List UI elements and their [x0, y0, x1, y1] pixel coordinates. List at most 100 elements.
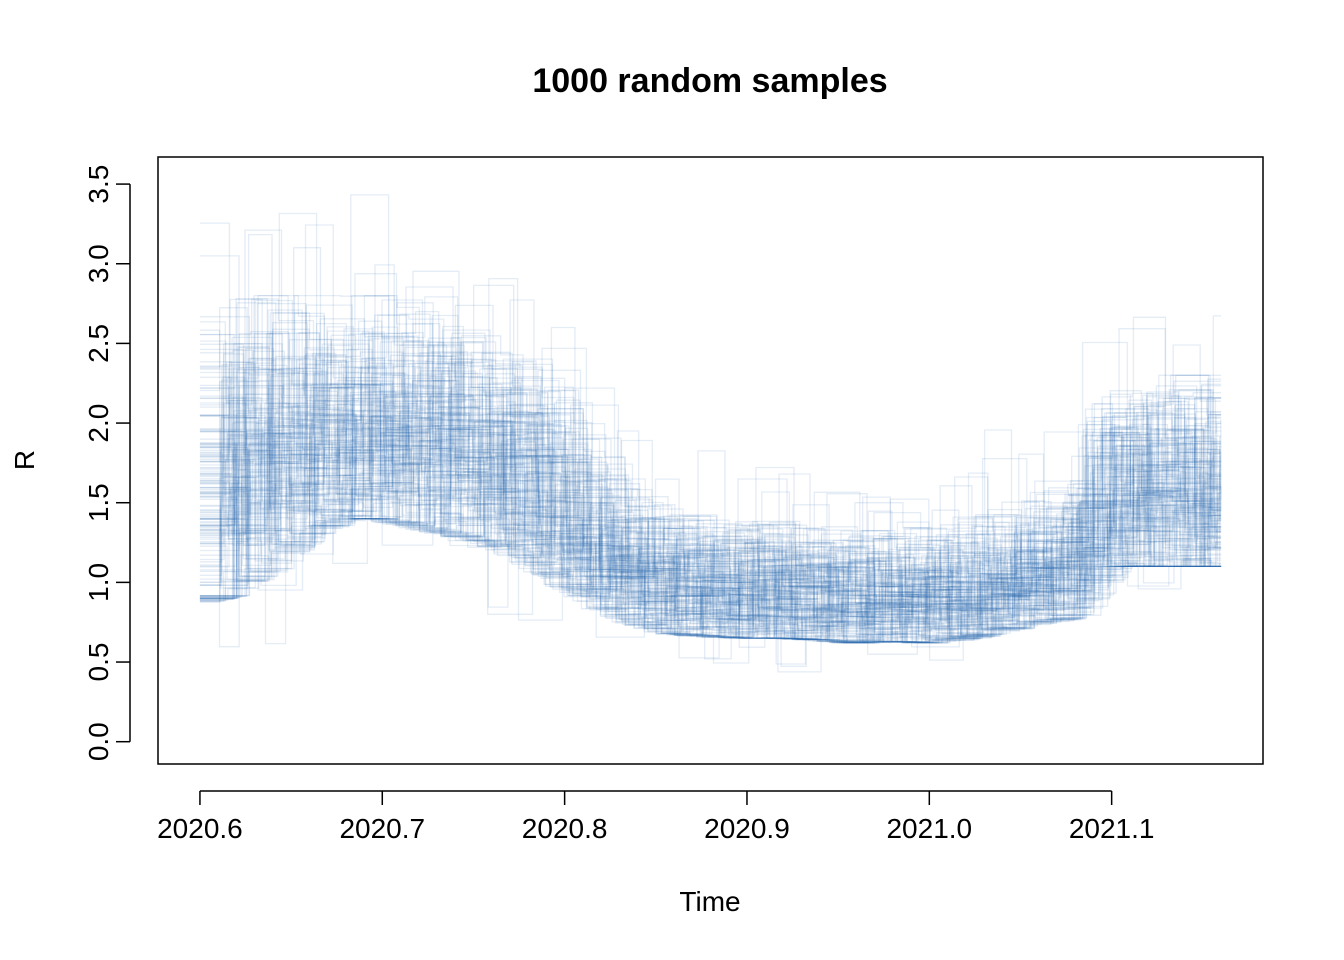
sample-line: [199, 344, 1222, 628]
sample-line: [199, 322, 1222, 613]
sample-line: [199, 390, 1222, 643]
sample-line: [199, 449, 1222, 644]
sample-line: [199, 428, 1222, 611]
sample-line: [199, 294, 1222, 606]
sample-line: [199, 338, 1222, 636]
sample-line: [199, 347, 1222, 643]
sample-line: [199, 304, 1222, 589]
sample-line: [199, 451, 1222, 660]
sample-line: [199, 427, 1222, 648]
y-tick-label: 3.5: [83, 165, 114, 204]
sample-line: [199, 343, 1222, 629]
sample-line: [199, 357, 1222, 635]
sample-line: [199, 339, 1222, 638]
sample-line: [199, 322, 1222, 616]
y-axis-label: R: [9, 450, 40, 470]
sample-line: [199, 413, 1222, 643]
sample-line: [199, 432, 1222, 643]
sample-line: [199, 422, 1222, 643]
sample-line: [199, 350, 1222, 621]
sample-line: [199, 328, 1222, 621]
sample-line: [199, 309, 1222, 608]
sample-line: [199, 395, 1222, 643]
sample-line: [199, 399, 1222, 639]
sample-line: [199, 222, 1222, 644]
sample-line: [199, 294, 1222, 667]
sample-line: [199, 312, 1222, 606]
y-tick-label: 0.0: [83, 722, 114, 761]
sample-line: [199, 393, 1222, 643]
sample-line: [199, 298, 1222, 596]
sample-line: [199, 367, 1222, 617]
sample-line: [199, 329, 1222, 592]
sample-line: [199, 383, 1222, 634]
sample-line: [199, 332, 1222, 625]
sample-line: [199, 314, 1222, 640]
sample-line: [199, 299, 1222, 603]
sample-line: [199, 373, 1222, 641]
sample-line: [199, 314, 1222, 617]
sample-line: [199, 393, 1222, 644]
sample-line: [199, 411, 1222, 641]
sample-line: [199, 460, 1222, 644]
sample-line: [199, 433, 1222, 643]
sample-line: [199, 277, 1222, 644]
y-tick-label: 1.0: [83, 563, 114, 602]
sample-line: [199, 353, 1222, 627]
sample-line: [199, 224, 1222, 624]
chart-title: 1000 random samples: [532, 62, 887, 100]
sample-line: [199, 417, 1222, 644]
sample-line: [199, 422, 1222, 644]
sample-line: [199, 341, 1222, 643]
sample-line: [199, 326, 1222, 644]
sample-line: [199, 369, 1222, 635]
sample-lines: [199, 194, 1222, 673]
sample-line: [199, 385, 1222, 642]
sample-line: [199, 387, 1222, 638]
sample-line: [199, 442, 1222, 638]
sample-line: [199, 359, 1222, 643]
sample-line: [199, 318, 1222, 648]
sample-line: [199, 417, 1222, 641]
sample-line: [199, 255, 1222, 614]
sample-line: [199, 294, 1222, 607]
sample-line: [199, 330, 1222, 629]
sample-line: [199, 316, 1222, 648]
sample-line: [199, 352, 1222, 638]
sample-line: [199, 429, 1222, 635]
sample-line: [199, 359, 1222, 617]
sample-line: [199, 332, 1222, 605]
x-tick-label: 2020.9: [704, 813, 790, 844]
sample-line: [199, 396, 1222, 644]
sample-line: [199, 331, 1222, 611]
sample-line: [199, 434, 1222, 637]
sample-line: [199, 341, 1222, 621]
sample-line: [199, 409, 1222, 639]
sample-line: [199, 397, 1222, 636]
sample-line: [199, 394, 1222, 644]
sample-line: [199, 375, 1222, 643]
x-tick-label: 2021.1: [1069, 813, 1155, 844]
sample-line: [199, 386, 1222, 610]
sample-line: [199, 369, 1222, 643]
sample-line: [199, 452, 1222, 643]
sample-line: [199, 312, 1222, 597]
sample-line: [199, 421, 1222, 632]
sample-line: [199, 383, 1222, 635]
sample-line: [199, 322, 1222, 644]
sample-line: [199, 367, 1222, 617]
sample-line: [199, 302, 1222, 673]
sample-line: [199, 294, 1222, 591]
x-tick-label: 2021.0: [886, 813, 972, 844]
sample-line: [199, 313, 1222, 612]
sample-line: [199, 331, 1222, 613]
sample-line: [199, 363, 1222, 623]
sample-line: [199, 344, 1222, 601]
sample-line: [199, 406, 1222, 638]
sample-line: [199, 430, 1222, 643]
sample-line: [199, 344, 1222, 637]
x-tick-label: 2020.8: [522, 813, 608, 844]
sample-line: [199, 366, 1222, 638]
